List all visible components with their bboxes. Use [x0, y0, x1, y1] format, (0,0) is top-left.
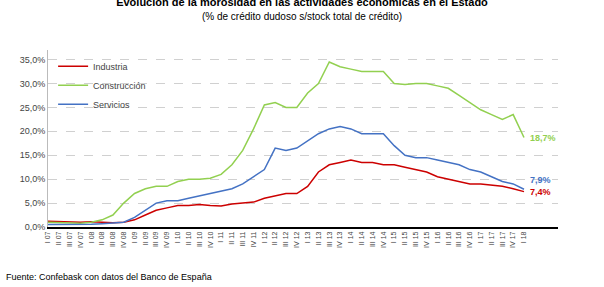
svg-text:III 11: III 11 — [239, 231, 246, 246]
svg-text:III 14: III 14 — [369, 231, 376, 247]
svg-text:Servicios: Servicios — [93, 100, 130, 110]
svg-text:I 08: I 08 — [88, 231, 95, 243]
svg-text:Construcción: Construcción — [93, 81, 146, 91]
svg-text:III 15: III 15 — [412, 231, 419, 247]
svg-text:I 15: I 15 — [390, 231, 397, 243]
svg-text:I 11: I 11 — [217, 231, 224, 242]
svg-text:I 07: I 07 — [44, 231, 51, 243]
svg-text:IV 15: IV 15 — [423, 231, 430, 247]
svg-text:II 17: II 17 — [488, 231, 495, 245]
svg-text:IV 08: IV 08 — [120, 231, 127, 247]
svg-text:IV 13: IV 13 — [336, 231, 343, 247]
svg-text:10,0%: 10,0% — [20, 174, 46, 184]
svg-text:I 14: I 14 — [347, 231, 354, 243]
svg-text:II 12: II 12 — [271, 231, 278, 245]
svg-text:18,7%: 18,7% — [530, 133, 556, 143]
svg-text:III 12: III 12 — [282, 231, 289, 247]
svg-text:IV 17: IV 17 — [509, 231, 516, 247]
svg-text:I 10: I 10 — [174, 231, 181, 243]
svg-text:0,0%: 0,0% — [25, 222, 46, 232]
svg-text:II 09: II 09 — [142, 231, 149, 245]
svg-text:IV 16: IV 16 — [466, 231, 473, 247]
svg-text:Industria: Industria — [93, 62, 128, 72]
svg-text:IV 14: IV 14 — [380, 231, 387, 247]
svg-text:III 17: III 17 — [499, 231, 506, 247]
svg-text:II 15: II 15 — [401, 231, 408, 245]
svg-text:5,0%: 5,0% — [25, 198, 46, 208]
svg-text:II 14: II 14 — [358, 231, 365, 245]
svg-text:IV 11: IV 11 — [250, 231, 257, 247]
svg-text:7,9%: 7,9% — [530, 175, 551, 185]
svg-text:II 11: II 11 — [228, 231, 235, 244]
svg-text:III 09: III 09 — [152, 231, 159, 247]
svg-text:35,0%: 35,0% — [20, 55, 46, 65]
svg-text:IV 12: IV 12 — [293, 231, 300, 247]
svg-text:IV 10: IV 10 — [207, 231, 214, 247]
svg-text:Fuente: Confebask con datos de: Fuente: Confebask con datos del Banco de… — [6, 272, 212, 282]
svg-text:I 18: I 18 — [520, 231, 527, 243]
svg-text:II 16: II 16 — [445, 231, 452, 245]
svg-text:25,0%: 25,0% — [20, 103, 46, 113]
svg-text:III 07: III 07 — [66, 231, 73, 247]
svg-text:I 16: I 16 — [434, 231, 441, 243]
svg-text:III 13: III 13 — [326, 231, 333, 247]
svg-text:IV 07: IV 07 — [77, 231, 84, 247]
svg-text:I 09: I 09 — [131, 231, 138, 243]
svg-text:III 08: III 08 — [109, 231, 116, 247]
svg-text:II 13: II 13 — [315, 231, 322, 245]
svg-text:30,0%: 30,0% — [20, 79, 46, 89]
svg-text:I 12: I 12 — [261, 231, 268, 243]
svg-text:IV 09: IV 09 — [163, 231, 170, 247]
svg-text:Evolución de la morosidad en l: Evolución de la morosidad en las activid… — [116, 0, 488, 22]
svg-text:III 10: III 10 — [196, 231, 203, 247]
svg-text:II 07: II 07 — [55, 231, 62, 245]
svg-text:II 10: II 10 — [185, 231, 192, 245]
svg-text:II 08: II 08 — [98, 231, 105, 245]
svg-text:I 13: I 13 — [304, 231, 311, 243]
svg-text:I 17: I 17 — [477, 231, 484, 243]
svg-text:7,4%: 7,4% — [530, 187, 551, 197]
svg-text:15,0%: 15,0% — [20, 150, 46, 160]
svg-text:III 16: III 16 — [455, 231, 462, 247]
svg-text:20,0%: 20,0% — [20, 126, 46, 136]
